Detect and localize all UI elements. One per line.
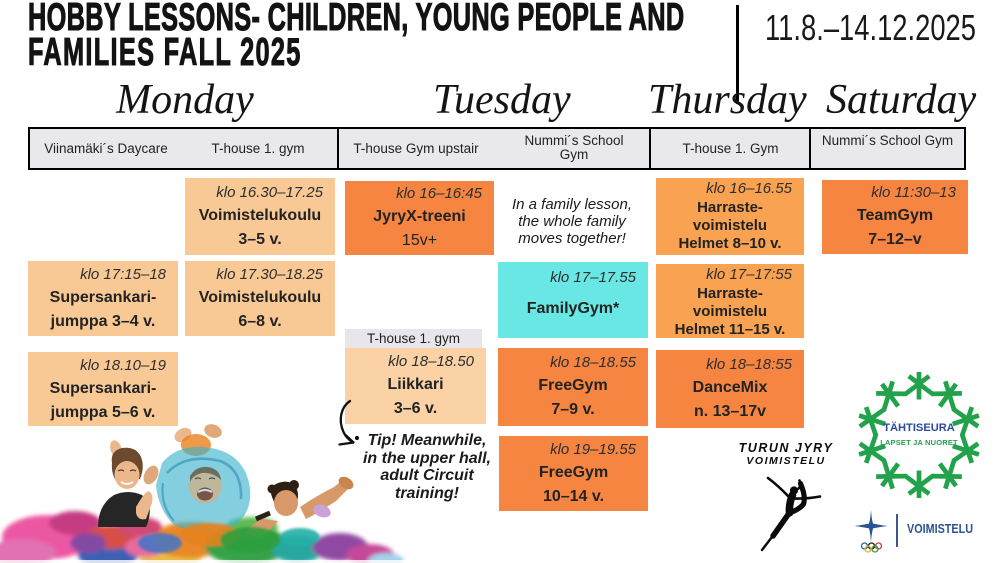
svg-text:VOIMISTELU: VOIMISTELU [907, 521, 973, 536]
svg-text:TÄHTISEURA: TÄHTISEURA [883, 421, 955, 434]
svg-text:LAPSET JA NUORET: LAPSET JA NUORET [880, 438, 958, 447]
